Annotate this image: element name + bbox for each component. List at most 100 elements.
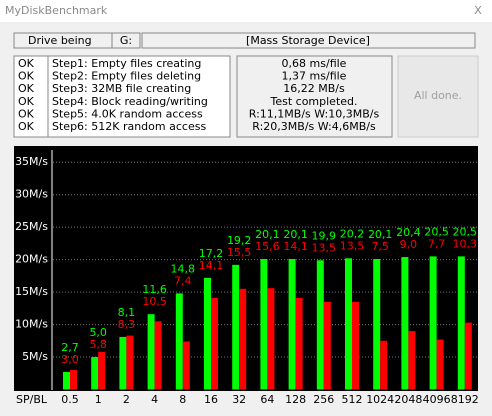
x-tick-label: 1024 [366,393,394,406]
bar [436,339,444,390]
step-result: 0,68 ms/file [282,57,347,70]
x-axis-strip [14,391,478,409]
value-label: 20,1 [283,228,308,241]
y-tick-label: 5M/s [22,350,48,363]
x-tick-label: 1 [95,393,102,406]
drive-label: Drive being [28,34,92,47]
title-bar [0,0,492,22]
bar [260,258,268,390]
bar [288,258,296,390]
value-label: 5,8 [89,338,107,351]
value-label: 7,5 [371,240,389,253]
step-name: Step3: 32MB file creating [52,82,191,95]
bar [70,370,77,390]
value-label: 14,8 [171,262,196,275]
step-name: Step1: Empty files creating [52,57,201,70]
step-status: OK [18,120,35,133]
letter-box [111,32,141,49]
value-label: 20,5 [424,225,449,238]
device-name: [Mass Storage Device] [246,34,370,47]
bar [323,301,331,390]
x-tick-label: 4 [151,393,158,406]
bar [119,336,127,390]
value-label: 10,3 [453,237,478,250]
step-status: OK [18,70,35,83]
bar [373,258,381,390]
value-label: 3,0 [61,353,79,366]
step-result: R:11,1MB/s W:10,3MB/s [249,107,380,120]
value-label: 8,1 [118,306,136,319]
value-label: 14,1 [199,259,224,272]
x-tick-label: 16 [204,393,218,406]
step-status: OK [18,82,35,95]
x-tick-label: 4096 [423,393,451,406]
step-result: 1,37 ms/file [282,70,347,83]
step-name: Step2: Empty files deleting [52,70,201,83]
bar [380,340,388,390]
step-result: 16,22 MB/s [283,82,345,95]
y-tick-label: 10M/s [15,318,48,331]
bar [232,264,240,390]
bar [457,256,465,390]
window-title: MyDiskBenchmark [5,4,108,17]
step-name: Step4: Block reading/writing [52,95,208,108]
step-status: OK [18,107,35,120]
x-tick-label: 128 [285,393,306,406]
step-result: R:20,3MB/s W:4,6MB/s [252,120,376,133]
step-name: Step5: 4.0K random access [52,107,203,120]
bar [63,371,70,390]
done-label[interactable]: All done. [414,89,462,102]
bar [175,293,183,390]
value-label: 19,2 [227,234,252,247]
step-result: Test completed. [269,95,357,108]
y-tick-label: 25M/s [15,220,48,233]
value-label: 20,1 [255,228,280,241]
y-tick-label: 20M/s [15,253,48,266]
value-label: 20,4 [396,226,421,239]
x-tick-label: 64 [260,393,274,406]
value-label: 15,5 [227,246,252,259]
bar [126,335,134,390]
bar [267,288,275,390]
x-tick-label: 256 [313,393,334,406]
done-button[interactable] [397,55,479,138]
value-label: 15,6 [255,240,280,253]
value-label: 17,2 [199,247,224,260]
bar [295,297,303,390]
close-button[interactable]: X [474,4,482,17]
x-axis-label: SP/BL [16,393,48,406]
bar [98,351,106,390]
value-label: 5,0 [89,326,107,339]
bar [464,322,472,390]
y-tick-label: 30M/s [15,188,48,201]
value-label: 20,5 [453,225,478,238]
x-tick-label: 2 [123,393,130,406]
results-box [236,55,393,138]
value-label: 2,7 [61,341,79,354]
drive-letter: G: [120,34,132,47]
x-tick-label: 0.5 [61,393,79,406]
bar [345,258,352,390]
bar [429,256,437,390]
value-label: 7,7 [428,237,446,250]
value-label: 7,4 [174,274,192,287]
bar [147,314,155,390]
value-label: 19,9 [312,229,337,242]
steps-box [47,55,231,138]
step-status: OK [18,57,35,70]
bar [316,260,324,390]
bar [91,357,99,390]
bar [239,288,247,390]
value-label: 10,5 [142,295,167,308]
status-box [13,55,49,138]
device-box [141,32,476,49]
x-tick-label: 512 [342,393,363,406]
bar [204,277,211,390]
value-label: 14,1 [283,240,308,253]
x-tick-label: 32 [232,393,246,406]
bar [182,341,190,390]
value-label: 9,0 [400,238,418,251]
value-label: 13,5 [340,239,365,252]
value-label: 11,6 [142,283,167,296]
